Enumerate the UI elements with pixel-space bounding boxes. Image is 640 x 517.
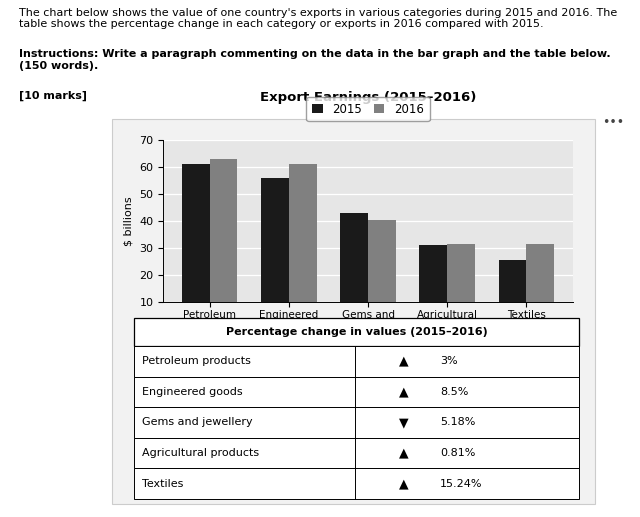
Text: ▲: ▲: [399, 447, 409, 460]
Text: Gems and jewellery: Gems and jewellery: [142, 417, 253, 428]
Bar: [182, 164, 209, 330]
Bar: [340, 213, 368, 330]
Text: ▲: ▲: [399, 385, 409, 399]
Text: 3%: 3%: [440, 356, 458, 366]
Text: •••: •••: [602, 116, 624, 129]
Y-axis label: $ billions: $ billions: [124, 196, 134, 246]
Text: Textiles: Textiles: [142, 479, 184, 489]
Text: Engineered goods: Engineered goods: [142, 387, 243, 397]
Title: Export Earnings (2015–2016): Export Earnings (2015–2016): [260, 90, 476, 104]
Text: Petroleum products: Petroleum products: [142, 356, 251, 366]
Bar: [209, 159, 237, 330]
Legend: 2015, 2016: 2015, 2016: [307, 97, 429, 121]
Text: The chart below shows the value of one country's exports in various categories d: The chart below shows the value of one c…: [19, 8, 618, 29]
Text: 5.18%: 5.18%: [440, 417, 476, 428]
Bar: [419, 246, 447, 330]
X-axis label: Product Category: Product Category: [310, 337, 426, 350]
Text: Percentage change in values (2015–2016): Percentage change in values (2015–2016): [226, 327, 488, 337]
Text: 8.5%: 8.5%: [440, 387, 468, 397]
Bar: [261, 178, 289, 330]
Text: Agricultural products: Agricultural products: [142, 448, 259, 458]
Bar: [368, 220, 396, 330]
Text: ▲: ▲: [399, 355, 409, 368]
Text: 0.81%: 0.81%: [440, 448, 476, 458]
Text: 15.24%: 15.24%: [440, 479, 483, 489]
Bar: [289, 164, 317, 330]
Text: Instructions: Write a paragraph commenting on the data in the bar graph and the : Instructions: Write a paragraph commenti…: [19, 49, 611, 71]
Text: [10 marks]: [10 marks]: [19, 90, 87, 101]
Bar: [447, 244, 475, 330]
Text: ▼: ▼: [399, 416, 409, 429]
Bar: [499, 261, 527, 330]
Text: ▲: ▲: [399, 477, 409, 490]
Bar: [527, 244, 554, 330]
